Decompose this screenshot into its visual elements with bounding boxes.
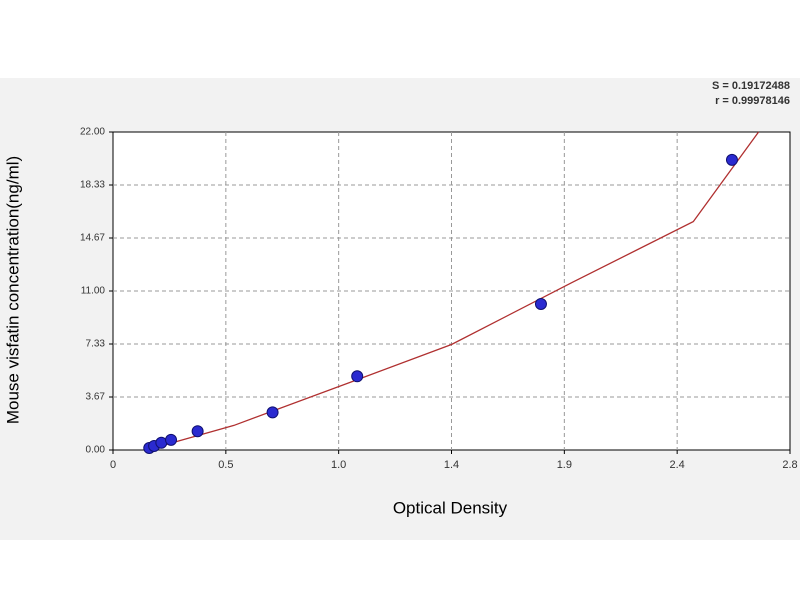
data-point [165, 433, 178, 446]
x-tick-label: 0 [110, 459, 116, 471]
x-tick-label: 0.5 [218, 459, 233, 471]
x-axis-label: Optical Density [393, 498, 508, 517]
fit-curve [149, 131, 760, 450]
data-point [351, 370, 364, 383]
y-tick-label: 3.67 [86, 392, 106, 403]
data-point [534, 298, 547, 311]
x-tick-label: 2.8 [782, 459, 797, 471]
data-point [725, 153, 738, 166]
x-tick-label: 1.9 [557, 459, 572, 471]
data-point [266, 406, 279, 419]
y-tick-label: 14.67 [80, 233, 105, 244]
y-axis-label: Mouse visfatin concentration(ng/ml) [3, 156, 22, 424]
x-tick-label: 2.4 [670, 459, 685, 471]
data-point [191, 425, 204, 438]
x-tick-label: 1.4 [444, 459, 459, 471]
y-tick-label: 18.33 [80, 180, 105, 191]
y-tick-label: 11.00 [81, 286, 106, 297]
y-tick-label: 22.00 [80, 127, 105, 138]
y-tick-label: 0.00 [86, 445, 106, 456]
y-tick-label: 7.33 [86, 339, 106, 350]
annotation: r = 0.99978146 [715, 95, 790, 107]
annotation: S = 0.19172488 [712, 80, 790, 92]
x-tick-label: 1.0 [331, 459, 346, 471]
